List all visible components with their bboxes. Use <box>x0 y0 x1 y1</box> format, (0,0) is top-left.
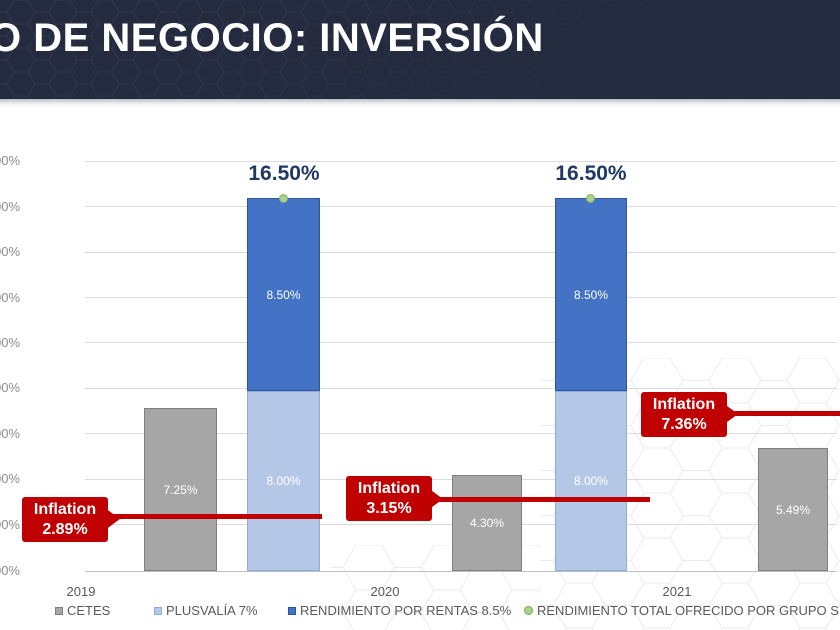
gridline <box>85 161 837 162</box>
bar-plusvalia-2019: 8.00% <box>247 391 320 571</box>
inflation-label: Inflation <box>33 500 97 518</box>
legend-swatch-green-circle <box>524 606 533 615</box>
bar-rentas-2019: 8.50% <box>247 198 320 391</box>
legend-label: CETES <box>67 603 111 618</box>
inflation-callout-2020: Inflation 3.15% <box>346 476 432 521</box>
legend-item-plusvalia: PLUSVALÍA 7% <box>154 603 258 618</box>
gridline <box>85 342 837 343</box>
inflation-label: Inflation <box>357 479 421 497</box>
total-marker-dot-2019 <box>279 194 288 203</box>
y-tick-label: 10.00% <box>0 335 20 350</box>
header-divider <box>0 99 840 108</box>
legend-swatch-darkblue <box>288 606 296 615</box>
legend-label: PLUSVALÍA 7% <box>166 603 258 618</box>
gridline <box>85 388 837 389</box>
y-tick-label: 4.00% <box>0 471 20 486</box>
legend-swatch-gray <box>55 606 63 615</box>
bar-value-label: 8.50% <box>573 287 609 302</box>
inflation-value: 3.15% <box>366 499 412 517</box>
y-tick-label: 14.00% <box>0 244 20 259</box>
y-tick-label: 18.00% <box>0 153 20 168</box>
y-tick-label: 2.00% <box>0 517 20 532</box>
total-marker-dot-2020 <box>586 194 595 203</box>
header-fade <box>0 0 840 99</box>
inflation-value: 7.36% <box>661 415 707 433</box>
legend-item-rentas: RENDIMIENTO POR RENTAS 8.5% <box>288 603 511 618</box>
bar-value-label: 8.50% <box>266 287 301 302</box>
bar-cetes-2019: 7.25% <box>144 408 217 571</box>
legend-label: RENDIMIENTO POR RENTAS 8.5% <box>300 603 512 618</box>
bar-value-label: 5.49% <box>775 502 811 517</box>
bar-plusvalia-2020: 8.00% <box>555 391 627 571</box>
legend-label: RENDIMIENTO TOTAL OFRECIDO POR GRUPO S <box>537 603 839 618</box>
chart-area: 18.00% 16.00% 14.00% 12.00% 10.00% 8.00%… <box>0 108 840 630</box>
inflation-label: Inflation <box>652 395 716 413</box>
legend-item-rendimiento-total: RENDIMIENTO TOTAL OFRECIDO POR GRUPO S <box>524 603 839 618</box>
page-title: O DE NEGOCIO: INVERSIÓN <box>0 16 544 60</box>
y-tick-label: 12.00% <box>0 290 20 305</box>
bar-cetes-2021: 5.49% <box>758 448 828 571</box>
x-axis-line <box>85 571 837 572</box>
gridline <box>85 433 837 434</box>
bar-rentas-2020: 8.50% <box>555 198 627 391</box>
legend-swatch-lightblue <box>154 606 162 615</box>
inflation-line-2019 <box>110 514 322 519</box>
x-axis-label-2020: 2020 <box>370 584 400 599</box>
bar-value-label: 7.25% <box>163 482 198 497</box>
gridline <box>85 252 837 253</box>
inflation-line-2021 <box>728 411 840 416</box>
gridline <box>85 206 837 207</box>
y-tick-label: 16.00% <box>0 199 20 214</box>
header-bar: O DE NEGOCIO: INVERSIÓN <box>0 0 840 99</box>
total-label-2019: 16.50% <box>248 162 320 185</box>
legend-item-cetes: CETES <box>55 603 110 618</box>
x-axis-label-2019: 2019 <box>66 584 96 599</box>
inflation-value: 2.89% <box>42 520 88 538</box>
y-tick-label: 0.00% <box>0 563 20 578</box>
bar-cetes-2020: 4.30% <box>452 475 522 571</box>
inflation-callout-2019: Inflation 2.89% <box>22 497 108 542</box>
inflation-arrow-2019 <box>105 508 120 530</box>
total-label-2020: 16.50% <box>555 162 627 185</box>
inflation-callout-2021: Inflation 7.36% <box>641 392 727 437</box>
y-tick-label: 8.00% <box>0 380 20 395</box>
bar-value-label: 8.00% <box>573 474 609 488</box>
inflation-line-2020 <box>433 497 650 502</box>
bar-value-label: 4.30% <box>469 516 505 530</box>
bar-value-label: 8.00% <box>266 474 301 488</box>
gridline <box>85 297 837 298</box>
y-tick-label: 6.00% <box>0 426 20 441</box>
x-axis-label-2021: 2021 <box>662 584 692 599</box>
